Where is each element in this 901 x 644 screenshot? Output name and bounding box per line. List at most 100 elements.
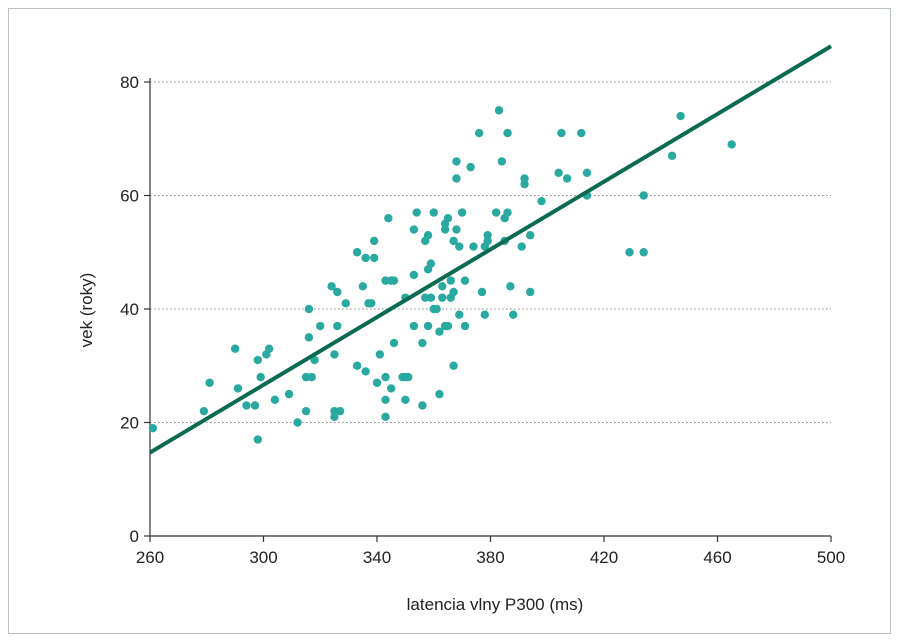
data-point [327, 282, 336, 291]
data-point [639, 191, 648, 200]
data-point [412, 208, 421, 217]
data-point [446, 276, 455, 285]
data-point [389, 338, 399, 348]
data-point [409, 270, 419, 280]
data-point [389, 276, 399, 285]
data-point [358, 282, 368, 291]
data-points [148, 106, 736, 444]
data-point [316, 321, 325, 331]
data-point [307, 372, 316, 382]
data-point [455, 310, 464, 319]
data-point [554, 168, 563, 177]
x-tick-label: 260 [136, 548, 164, 567]
data-point [509, 310, 518, 319]
data-point [401, 395, 410, 404]
data-point [293, 418, 302, 427]
data-point [506, 282, 515, 291]
y-tick-label: 80 [120, 73, 139, 92]
data-point [409, 225, 419, 234]
x-tick-label: 380 [476, 548, 504, 567]
data-point [537, 196, 546, 206]
data-point [423, 231, 433, 240]
data-point [494, 106, 504, 115]
data-point [341, 299, 350, 308]
x-ticks: 260 300 340 380 420 460 500 [136, 536, 845, 567]
data-point [369, 236, 379, 246]
data-point [352, 248, 362, 257]
y-tick-label: 0 [130, 527, 139, 546]
data-point [435, 327, 444, 336]
data-point [477, 287, 487, 297]
data-point [361, 253, 370, 263]
data-point [452, 174, 461, 183]
data-point [440, 225, 450, 234]
data-point [270, 395, 280, 404]
data-point [432, 304, 441, 314]
data-point [381, 372, 390, 382]
data-point [409, 321, 419, 331]
data-point [480, 310, 490, 319]
data-point [452, 157, 461, 166]
x-tick-label: 460 [703, 548, 731, 567]
data-point [557, 128, 566, 138]
data-point [520, 174, 529, 183]
grid-lines [150, 81, 831, 423]
data-point [253, 355, 263, 365]
y-tick-label: 60 [120, 187, 139, 206]
data-point [418, 401, 427, 410]
data-point [452, 225, 461, 234]
data-point [284, 389, 294, 399]
data-point [381, 395, 390, 404]
data-point [503, 208, 512, 217]
y-ticks: 0 20 40 60 80 [120, 73, 150, 546]
data-point [497, 157, 507, 166]
data-point [230, 344, 240, 353]
data-point [582, 168, 592, 177]
data-point [449, 236, 458, 246]
data-point [375, 350, 385, 359]
data-point [639, 248, 648, 257]
data-point [474, 128, 484, 138]
data-point [423, 321, 433, 331]
data-point [449, 287, 458, 297]
regression-line [148, 44, 833, 455]
data-point [483, 236, 492, 246]
data-point [526, 287, 535, 297]
data-point [330, 350, 339, 359]
data-point [460, 276, 470, 285]
data-point [443, 321, 453, 331]
data-point [372, 378, 382, 387]
x-axis-title: latencia vlny P300 (ms) [407, 595, 584, 614]
data-point [438, 282, 447, 291]
data-point [253, 435, 263, 444]
data-point [330, 412, 339, 422]
data-point [333, 287, 342, 297]
x-tick-label: 340 [363, 548, 391, 567]
x-tick-label: 300 [249, 548, 277, 567]
data-point [256, 372, 265, 382]
x-tick-label: 500 [817, 548, 845, 567]
data-point [438, 293, 447, 302]
data-point [426, 259, 436, 268]
x-tick-label: 420 [590, 548, 618, 567]
data-point [404, 372, 413, 382]
data-point [667, 151, 677, 160]
data-point [491, 208, 501, 217]
data-point [369, 253, 379, 263]
data-point [250, 401, 260, 410]
y-tick-label: 40 [120, 300, 139, 319]
data-point [310, 355, 319, 365]
data-point [727, 140, 736, 149]
data-point [199, 406, 209, 416]
data-point [304, 333, 314, 342]
data-point [455, 242, 464, 251]
y-axis-title: vek (roky) [77, 273, 96, 348]
data-point [466, 162, 475, 172]
data-point [503, 128, 512, 138]
data-point [449, 361, 458, 370]
data-point [429, 208, 438, 217]
data-point [460, 321, 470, 331]
data-point [562, 174, 572, 183]
data-point [381, 412, 390, 422]
